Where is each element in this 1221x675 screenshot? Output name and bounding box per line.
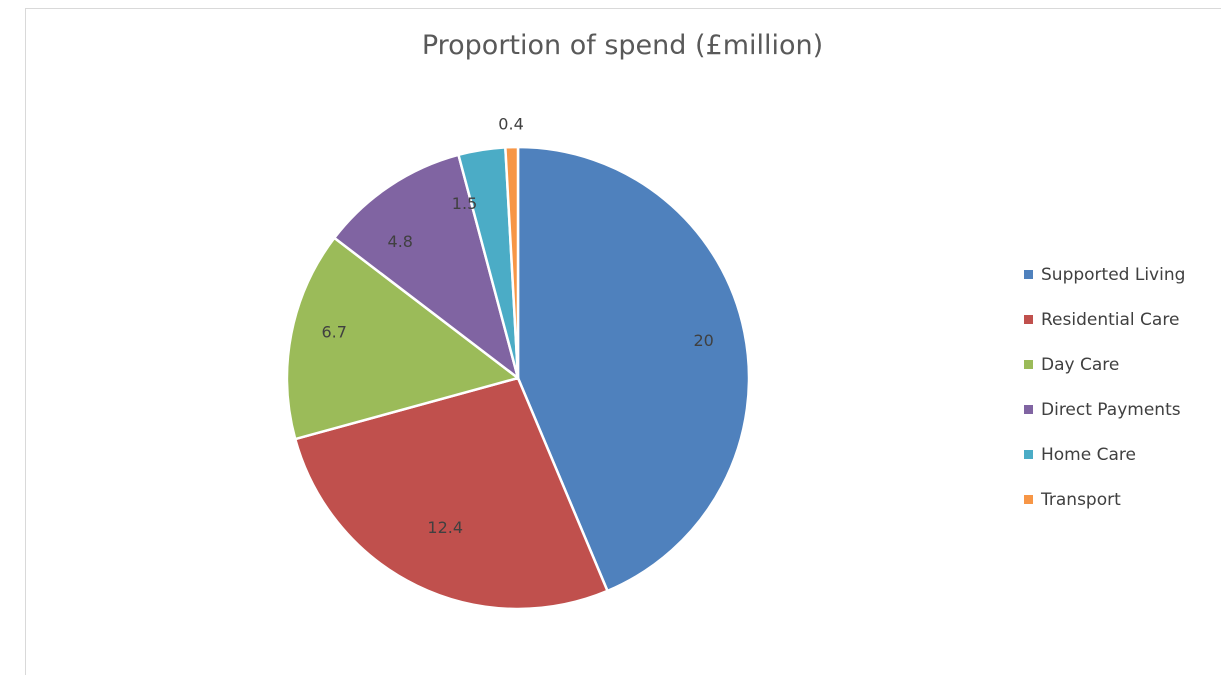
chart-title: Proportion of spend (£million) [421,30,824,61]
legend-label: Home Care [1041,444,1136,465]
data-label-transport: 0.4 [498,114,523,133]
legend-item-transport: Transport [1024,477,1185,522]
legend-item-residential-care: Residential Care [1024,297,1185,342]
legend-label: Supported Living [1041,264,1186,285]
legend-swatch [1024,270,1033,279]
legend-label: Day Care [1041,354,1120,375]
legend-swatch [1024,315,1033,324]
data-label-home-care: 1.5 [452,194,477,213]
legend-label: Transport [1041,489,1121,510]
legend-item-day-care: Day Care [1024,342,1185,387]
data-label-supported-living: 20 [694,331,714,350]
legend-item-supported-living: Supported Living [1024,252,1185,297]
data-label-residential-care: 12.4 [427,518,463,537]
pie-slice-supported-living [516,145,751,593]
pie-slice-transport [504,145,520,380]
legend-item-direct-payments: Direct Payments [1024,387,1185,432]
data-label-direct-payments: 4.8 [388,232,413,251]
pie-slice-residential-care [293,376,609,611]
legend-swatch [1024,405,1033,414]
chart-legend: Supported Living Residential Care Day Care… [1024,252,1185,522]
legend-label: Residential Care [1041,309,1180,330]
legend-item-home-care: Home Care [1024,432,1185,477]
pie-slice-day-care [285,236,520,441]
data-label-day-care: 6.7 [321,323,346,342]
legend-swatch [1024,495,1033,504]
legend-swatch [1024,360,1033,369]
legend-swatch [1024,450,1033,459]
legend-label: Direct Payments [1041,399,1181,420]
